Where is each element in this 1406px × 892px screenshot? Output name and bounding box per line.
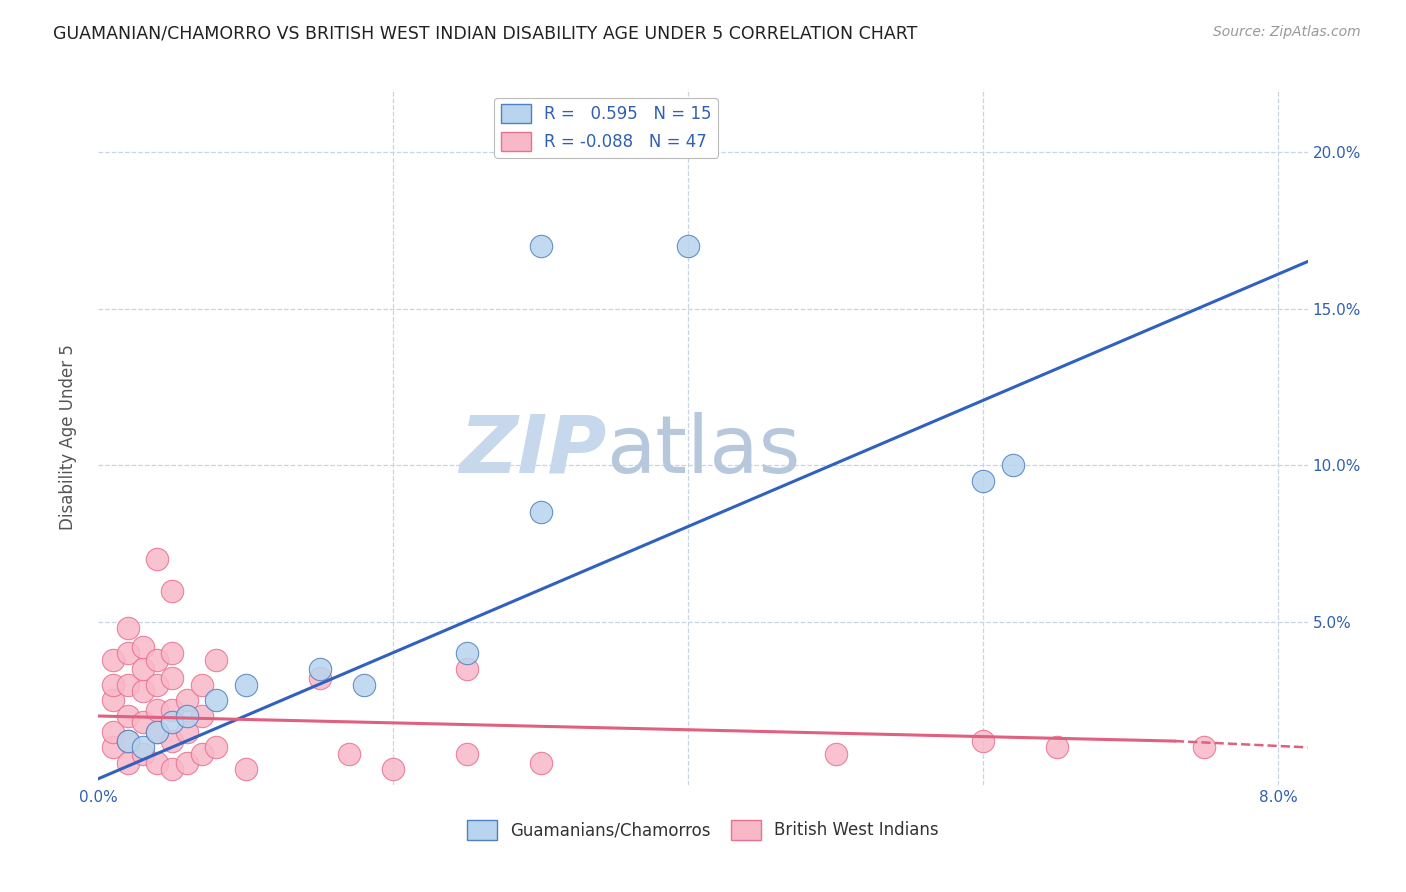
Point — [117, 734, 139, 748]
Point — [117, 734, 139, 748]
Point — [530, 756, 553, 770]
Text: Source: ZipAtlas.com: Source: ZipAtlas.com — [1213, 25, 1361, 39]
Point — [176, 709, 198, 723]
Point — [101, 740, 124, 755]
Text: atlas: atlas — [606, 412, 800, 490]
Point — [353, 678, 375, 692]
Point — [146, 652, 169, 666]
Point — [176, 756, 198, 770]
Point — [101, 678, 124, 692]
Point — [205, 740, 228, 755]
Y-axis label: Disability Age Under 5: Disability Age Under 5 — [59, 344, 77, 530]
Point — [972, 474, 994, 488]
Point — [101, 693, 124, 707]
Point — [530, 239, 553, 253]
Point — [131, 684, 153, 698]
Point — [160, 672, 183, 686]
Text: GUAMANIAN/CHAMORRO VS BRITISH WEST INDIAN DISABILITY AGE UNDER 5 CORRELATION CHA: GUAMANIAN/CHAMORRO VS BRITISH WEST INDIA… — [53, 25, 918, 43]
Point — [456, 747, 478, 761]
Point — [456, 662, 478, 676]
Point — [160, 715, 183, 730]
Legend: Guamanians/Chamorros, British West Indians: Guamanians/Chamorros, British West India… — [460, 814, 946, 847]
Point — [131, 662, 153, 676]
Point — [824, 747, 846, 761]
Point — [160, 646, 183, 660]
Point — [678, 239, 700, 253]
Point — [160, 734, 183, 748]
Point — [117, 678, 139, 692]
Point — [160, 583, 183, 598]
Point — [456, 646, 478, 660]
Point — [1001, 458, 1024, 473]
Point — [146, 724, 169, 739]
Point — [972, 734, 994, 748]
Point — [235, 678, 257, 692]
Point — [205, 693, 228, 707]
Point — [205, 652, 228, 666]
Point — [190, 678, 212, 692]
Point — [146, 724, 169, 739]
Point — [176, 724, 198, 739]
Point — [146, 756, 169, 770]
Point — [308, 662, 330, 676]
Point — [160, 762, 183, 776]
Point — [1194, 740, 1216, 755]
Point — [308, 672, 330, 686]
Point — [131, 715, 153, 730]
Point — [101, 652, 124, 666]
Point — [190, 709, 212, 723]
Point — [1046, 740, 1069, 755]
Point — [131, 740, 153, 755]
Point — [131, 747, 153, 761]
Point — [235, 762, 257, 776]
Point — [101, 724, 124, 739]
Point — [176, 693, 198, 707]
Point — [146, 552, 169, 566]
Point — [146, 678, 169, 692]
Point — [160, 703, 183, 717]
Point — [337, 747, 360, 761]
Point — [190, 747, 212, 761]
Point — [117, 646, 139, 660]
Point — [131, 640, 153, 654]
Text: ZIP: ZIP — [458, 412, 606, 490]
Point — [146, 703, 169, 717]
Point — [382, 762, 405, 776]
Point — [117, 709, 139, 723]
Point — [117, 621, 139, 635]
Point — [530, 505, 553, 519]
Point — [117, 756, 139, 770]
